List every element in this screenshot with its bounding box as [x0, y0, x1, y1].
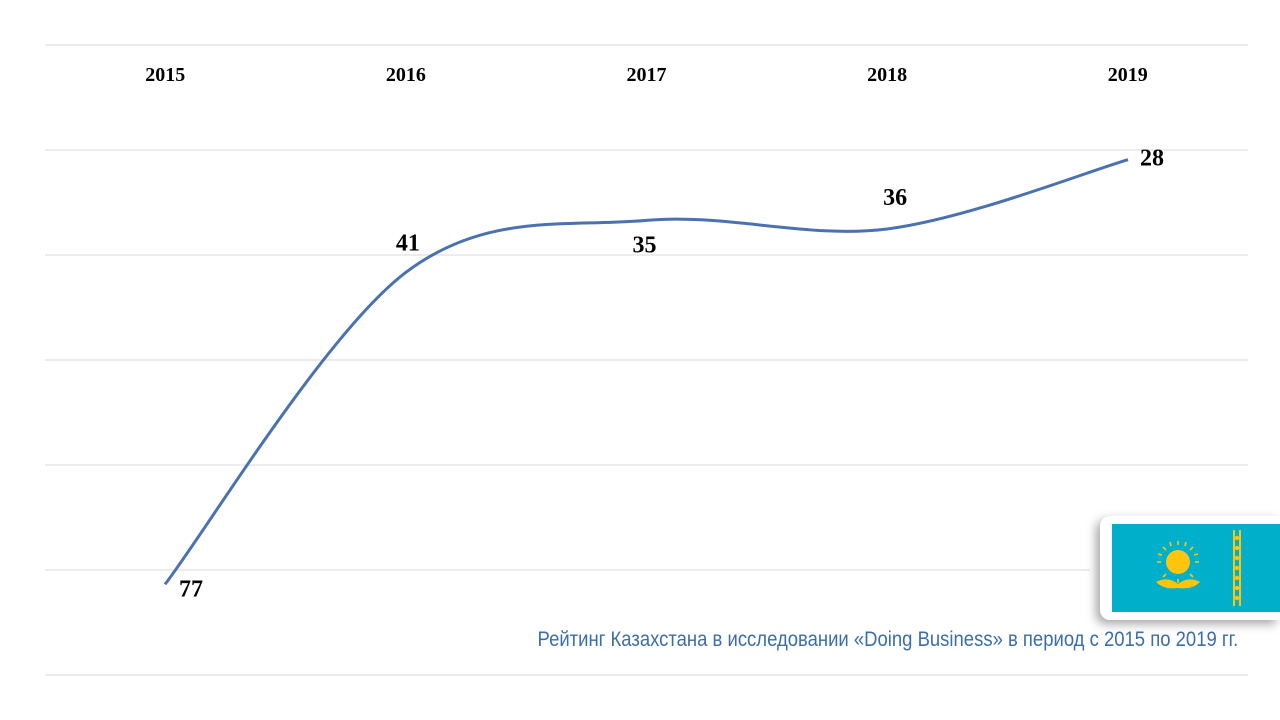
data-labels: 77 41 35 36 28	[179, 146, 1164, 603]
data-label: 36	[883, 185, 907, 211]
x-axis-labels: 2015 2016 2017 2018 2019	[145, 64, 1147, 86]
x-tick-label: 2016	[386, 64, 426, 86]
data-label: 35	[633, 232, 657, 258]
chart-caption: Рейтинг Казахстана в исследовании «Doing…	[537, 628, 1238, 651]
x-tick-label: 2019	[1108, 64, 1148, 86]
data-label: 77	[179, 576, 203, 602]
x-tick-label: 2015	[145, 64, 185, 86]
kazakhstan-flag-icon	[1112, 524, 1280, 612]
flag-card	[1100, 516, 1280, 620]
series-line	[163, 158, 1129, 586]
x-tick-label: 2018	[867, 64, 907, 86]
data-label: 28	[1140, 146, 1164, 172]
data-label: 41	[396, 230, 420, 256]
x-tick-label: 2017	[627, 64, 667, 86]
gridlines	[45, 44, 1248, 676]
